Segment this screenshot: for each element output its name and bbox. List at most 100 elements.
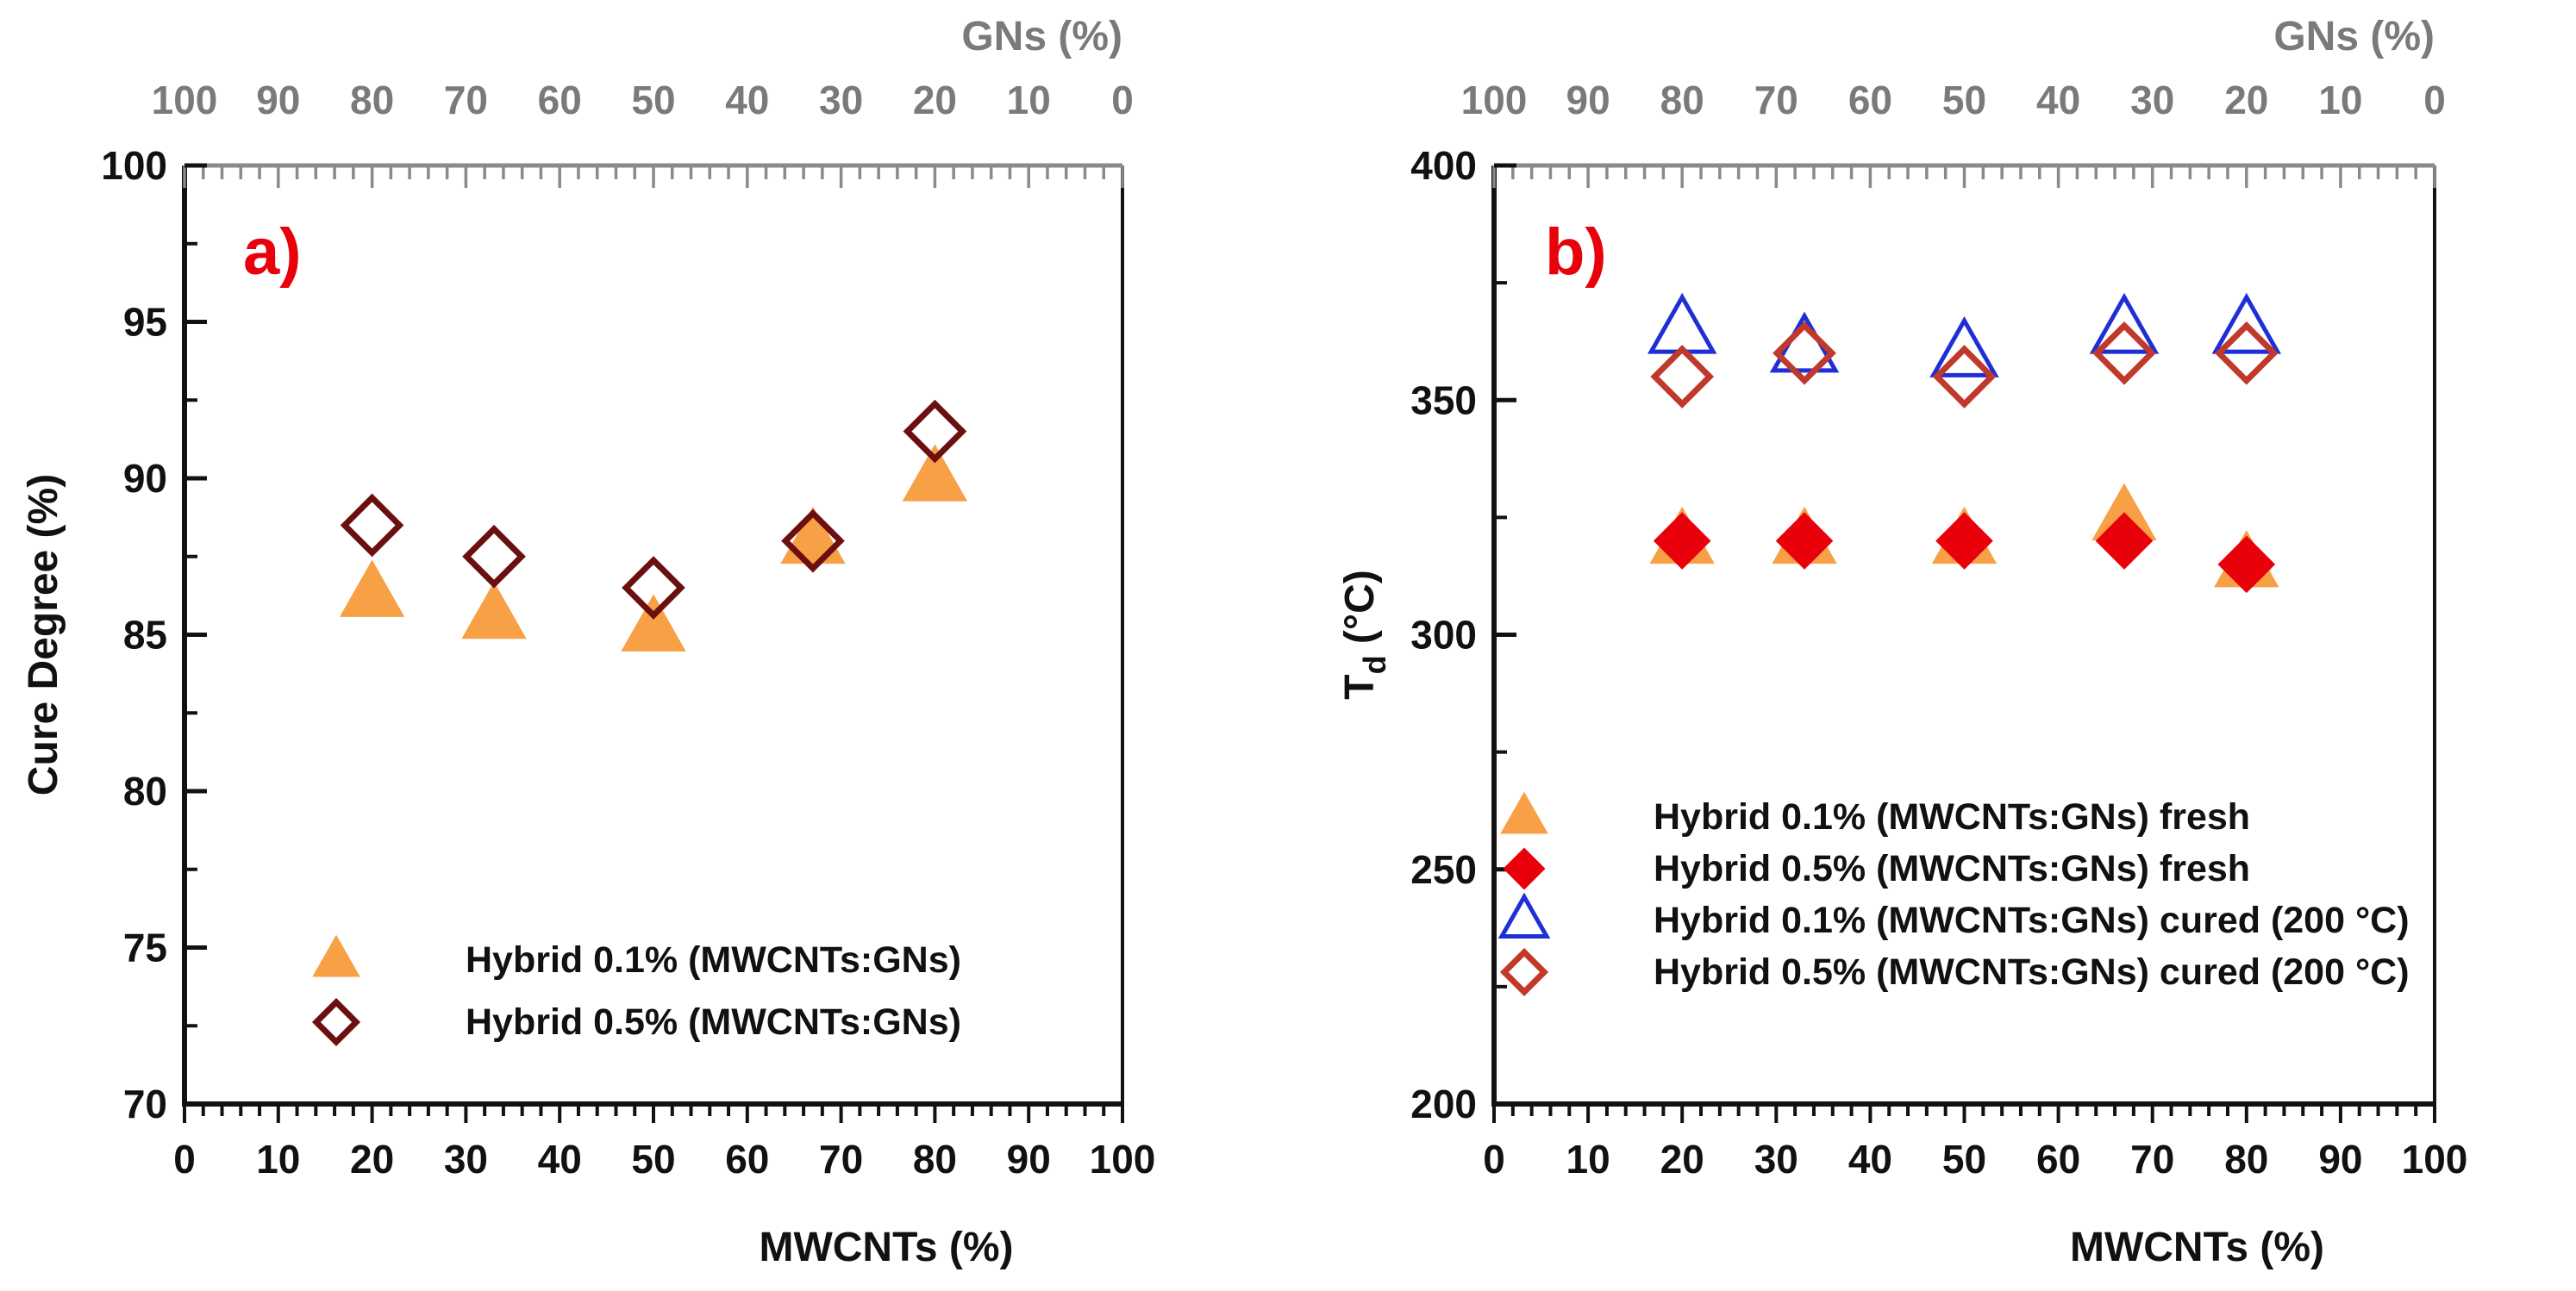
panel-label: a) [243,215,302,289]
x-tick-label: 80 [913,1137,957,1182]
y-tick-label: 85 [123,613,167,658]
x-tick-label: 30 [444,1137,488,1182]
data-point [903,399,967,464]
legend-marker [1503,847,1546,890]
x-tick-label: 70 [819,1137,863,1182]
series-3 [1647,292,2282,377]
chart-panel-b: 0100109020803070406050506040703080209010… [1337,14,2467,1270]
legend-label: Hybrid 0.1% (MWCNTs:GNs) fresh [1654,796,2250,838]
top-tick-label: 40 [725,78,769,122]
y-axis-title: Cure Degree (%) [21,474,66,795]
data-point [2092,321,2156,385]
legend-marker [1500,791,1548,834]
y-tick-label: 95 [123,300,167,345]
data-point [1647,292,1717,354]
x-axis-title: MWCNTs (%) [2070,1225,2324,1270]
y-tick-label: 200 [1410,1082,1477,1126]
series-1 [339,444,968,652]
top-tick-label: 90 [256,78,300,122]
legend: Hybrid 0.1% (MWCNTs:GNs) Hybrid 0.5% (MWC… [311,934,961,1047]
y-tick-label: 80 [123,769,167,814]
top-tick-label: 50 [631,78,675,122]
top-tick-label: 70 [444,78,488,122]
data-point [2089,292,2160,354]
top-tick-label: 30 [819,78,863,122]
x-tick-label: 60 [2036,1137,2080,1182]
y-tick-label: 350 [1410,377,1477,422]
y-axis-title-unit: (°C) [1337,570,1383,655]
y-tick-label: 300 [1410,613,1477,658]
x-tick-label: 10 [256,1137,300,1182]
data-point [340,493,404,558]
legend-label: Hybrid 0.5% (MWCNTs:GNs) [466,1001,961,1043]
x-tick-label: 10 [1566,1137,1610,1182]
y-tick-label: 100 [101,143,167,188]
top-tick-label: 60 [538,78,582,122]
y-axis-title-main: T [1337,674,1383,699]
x-tick-label: 50 [631,1137,675,1182]
x-tick-label: 40 [1848,1137,1892,1182]
legend-marker [1497,892,1551,939]
legend-label: Hybrid 0.5% (MWCNTs:GNs) fresh [1654,848,2250,889]
legend-marker [312,934,360,977]
legend-label: Hybrid 0.5% (MWCNTs:GNs) cured (200 °C) [1654,951,2410,993]
top-tick-label: 80 [350,78,394,122]
top-axis-title: GNs (%) [2273,14,2435,59]
top-tick-label: 0 [1111,78,1134,122]
legend-marker [311,997,361,1047]
top-tick-label: 100 [152,78,218,122]
x-tick-label: 20 [350,1137,394,1182]
y-axis-title: Td (°C) [1337,570,1392,700]
data-point [2095,512,2154,570]
y-tick-label: 400 [1410,143,1477,188]
data-point [1775,512,1834,570]
data-point [462,524,526,589]
series-2 [340,399,967,620]
x-tick-label: 70 [2130,1137,2174,1182]
series-2 [1653,512,2276,594]
legend: Hybrid 0.1% (MWCNTs:GNs) fresh Hybrid 0.5… [1497,791,2410,997]
top-tick-label: 0 [2423,78,2446,122]
data-point [339,559,405,617]
y-tick-label: 250 [1410,847,1477,892]
legend-label: Hybrid 0.1% (MWCNTs:GNs) [466,939,961,981]
x-tick-label: 40 [538,1137,582,1182]
top-tick-label: 30 [2130,78,2174,122]
x-tick-label: 0 [173,1137,196,1182]
top-tick-label: 10 [1007,78,1051,122]
data-point [461,581,527,639]
y-tick-label: 75 [123,926,167,970]
data-point [1935,512,1993,570]
top-tick-label: 60 [1848,78,1892,122]
x-tick-label: 90 [2318,1137,2362,1182]
top-tick-label: 80 [1660,78,1704,122]
data-point [1932,345,1997,409]
data-point [622,556,685,620]
data-point [1929,315,1999,377]
data-point [2214,321,2279,385]
data-point [1653,512,1711,570]
panel-label: b) [1545,215,1607,289]
data-point [621,594,686,652]
top-tick-label: 40 [2036,78,2080,122]
y-tick-label: 70 [123,1082,167,1126]
top-tick-label: 10 [2318,78,2362,122]
y-axis-title-sub: d [1357,655,1392,674]
top-tick-label: 20 [913,78,957,122]
top-tick-label: 100 [1461,78,1528,122]
x-tick-label: 100 [1090,1137,1156,1182]
x-tick-label: 100 [2402,1137,2468,1182]
y-tick-label: 90 [123,456,167,501]
x-tick-label: 90 [1007,1137,1051,1182]
top-tick-label: 50 [1942,78,1986,122]
data-point [1650,345,1715,409]
top-axis-title: GNs (%) [961,14,1122,59]
x-tick-label: 60 [725,1137,769,1182]
series-4 [1650,321,2279,409]
x-tick-label: 20 [1660,1137,1704,1182]
legend-marker [1499,947,1549,997]
chart-panel-a: 0100109020803070406050506040703080209010… [21,14,1155,1270]
data-point [2217,535,2276,594]
top-tick-label: 70 [1754,78,1798,122]
legend-label: Hybrid 0.1% (MWCNTs:GNs) cured (200 °C) [1654,900,2410,941]
